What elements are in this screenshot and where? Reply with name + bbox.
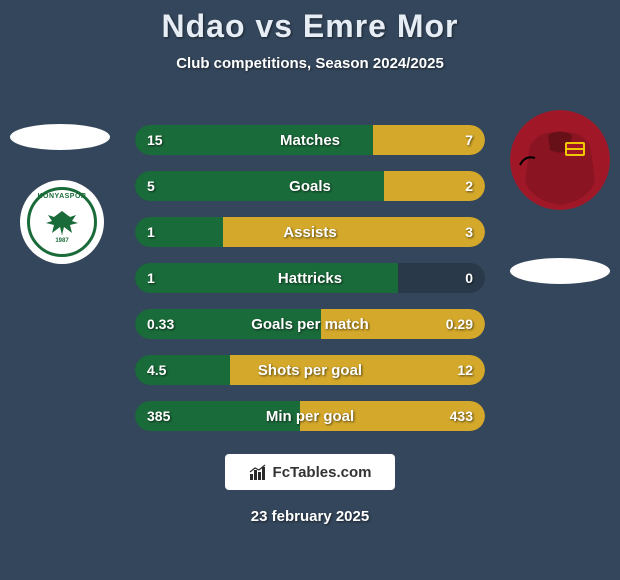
subtitle: Club competitions, Season 2024/2025 [0, 55, 620, 72]
bar-left [135, 171, 384, 201]
stat-value-right: 0 [465, 270, 473, 286]
stat-value-right: 7 [465, 132, 473, 148]
stat-row: 1 Assists 3 [135, 217, 485, 247]
stat-value-right: 0.29 [446, 316, 473, 332]
player-right-shadow [510, 258, 610, 284]
stat-label: Min per goal [266, 408, 354, 425]
stat-value-left: 5 [147, 178, 155, 194]
footer-brand-text: FcTables.com [273, 464, 372, 481]
stat-label: Goals per match [251, 316, 369, 333]
stat-value-right: 2 [465, 178, 473, 194]
stat-label: Assists [283, 224, 336, 241]
stat-rows: 15 Matches 7 5 Goals 2 1 Assists 3 1 Hattricks 0 0.3… [135, 125, 485, 447]
club-name: KONYASPOR [30, 193, 94, 200]
bar-left [135, 263, 398, 293]
bar-right [223, 217, 486, 247]
club-logo-left: KONYASPOR 1987 [20, 180, 104, 264]
stat-row: 385 Min per goal 433 [135, 401, 485, 431]
stat-value-left: 385 [147, 408, 170, 424]
stat-row: 4.5 Shots per goal 12 [135, 355, 485, 385]
stat-value-left: 0.33 [147, 316, 174, 332]
stat-row: 1 Hattricks 0 [135, 263, 485, 293]
stat-label: Matches [280, 132, 340, 149]
stat-value-left: 1 [147, 224, 155, 240]
chart-icon [249, 463, 269, 481]
stat-value-left: 4.5 [147, 362, 166, 378]
player-right-avatar [510, 110, 610, 210]
stat-row: 15 Matches 7 [135, 125, 485, 155]
footer-brand: FcTables.com [225, 454, 395, 490]
eagle-icon [42, 207, 82, 237]
comparison-infographic: Ndao vs Emre Mor Club competitions, Seas… [0, 0, 620, 580]
stat-label: Shots per goal [258, 362, 362, 379]
stat-value-right: 3 [465, 224, 473, 240]
club-year: 1987 [30, 238, 94, 244]
stat-label: Goals [289, 178, 331, 195]
stat-value-right: 12 [457, 362, 473, 378]
stat-label: Hattricks [278, 270, 342, 287]
jersey-icon [510, 110, 610, 210]
club-logo-inner: KONYASPOR 1987 [27, 187, 97, 257]
stat-value-left: 1 [147, 270, 155, 286]
date: 23 february 2025 [251, 508, 369, 525]
stat-row: 0.33 Goals per match 0.29 [135, 309, 485, 339]
player-left-shadow [10, 124, 110, 150]
stat-value-right: 433 [450, 408, 473, 424]
page-title: Ndao vs Emre Mor [0, 8, 620, 45]
stat-value-left: 15 [147, 132, 163, 148]
stat-row: 5 Goals 2 [135, 171, 485, 201]
